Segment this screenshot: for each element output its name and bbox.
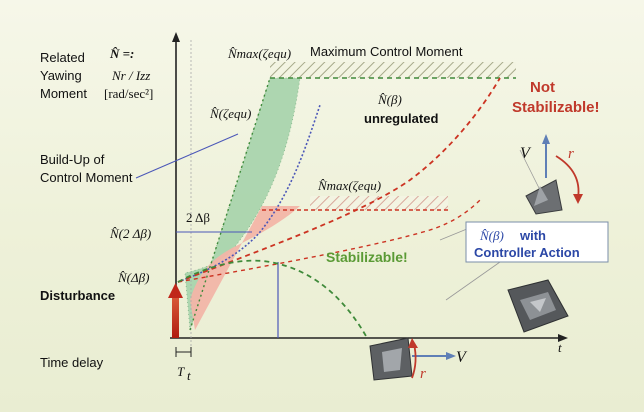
stabilizable-curve — [177, 259, 367, 337]
controller-action-box: N̂(β) with Controller Action — [465, 221, 609, 263]
label-r-bottom: r — [420, 366, 426, 382]
box-controller-action: Controller Action — [474, 245, 580, 260]
label-moment: Moment — [40, 86, 87, 101]
label-not-stabilizable-1: Not — [530, 79, 555, 96]
label-n-hat-def: N̂ =: — [109, 46, 134, 61]
label-disturbance: Disturbance — [40, 288, 115, 303]
label-n-beta-top: N̂(β) — [377, 92, 402, 107]
label-units: [rad/sec²] — [104, 86, 153, 101]
label-tt: T — [177, 364, 185, 379]
label-n-over-i: Nr / Izz — [111, 68, 150, 83]
label-yawing: Yawing — [40, 68, 82, 83]
label-buildup-2: Control Moment — [40, 170, 133, 185]
label-n-max-mid: N̂max(ζequ) — [317, 178, 381, 193]
disturbance-arrow — [168, 283, 183, 298]
label-time-delay: Time delay — [40, 355, 104, 370]
label-n-delta-beta: N̂(Δβ) — [117, 270, 149, 285]
label-n-max-top: N̂max(ζequ) — [227, 46, 291, 61]
label-buildup-1: Build-Up of — [40, 152, 105, 167]
label-related: Related — [40, 50, 85, 65]
label-stabilizable: Stabilizable! — [326, 249, 408, 265]
max-moment-hatch-top — [270, 62, 516, 78]
label-n-dot-zeta: N̂(ζequ) — [209, 106, 251, 121]
label-tt-sub: t — [187, 368, 191, 383]
label-t: t — [558, 340, 562, 355]
label-max-control-moment: Maximum Control Moment — [310, 44, 463, 59]
label-v-bottom: V — [456, 349, 468, 366]
label-n-two-delta-beta: N̂(2 Δβ) — [109, 226, 151, 241]
green-build-up-region — [185, 78, 300, 330]
not-stabilizable-curve — [177, 77, 501, 283]
label-r-top: r — [568, 146, 574, 162]
aircraft-icon-mid — [507, 279, 569, 333]
label-two-delta-beta: 2 Δβ — [186, 210, 210, 225]
label-unregulated: unregulated — [364, 111, 438, 126]
box-with: with — [519, 228, 546, 243]
unregulated-curve — [177, 104, 321, 283]
label-v-top: V — [520, 145, 532, 162]
label-not-stabilizable-2: Stabilizable! — [512, 99, 600, 116]
max-moment-hatch-mid — [310, 196, 448, 210]
aircraft-icon-bottom: V r — [369, 337, 468, 382]
aircraft-icon-top: V r — [520, 134, 583, 215]
box-n-beta: N̂(β) — [479, 228, 504, 243]
